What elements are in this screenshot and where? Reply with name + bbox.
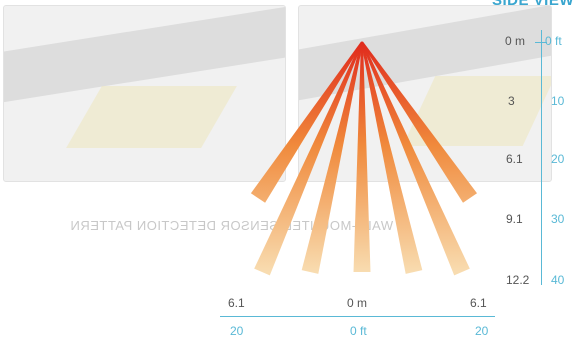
- h-label-m-center: 0 m: [347, 296, 368, 310]
- h-label-ft-center: 0 ft: [350, 324, 367, 338]
- side-view-title: SIDE VIEW: [491, 0, 574, 9]
- scale-tick: [535, 42, 547, 43]
- v-label-m-4: 12.2: [506, 273, 530, 287]
- v-label-ft-1: 10: [551, 94, 565, 108]
- v-label-ft-3: 30: [551, 212, 565, 226]
- v-label-m-3: 9.1: [506, 212, 523, 226]
- v-label-ft-4: 40: [551, 273, 565, 287]
- detection-beam-7: [361, 41, 477, 203]
- v-label-ft-2: 20: [551, 152, 565, 166]
- left-photo-panel: [3, 5, 286, 182]
- detection-beam-4: [353, 42, 371, 272]
- h-label-ft-right: 20: [475, 324, 489, 338]
- v-label-m-2: 6.1: [506, 152, 523, 166]
- h-label-ft-left: 20: [230, 324, 244, 338]
- v-label-m-0: 0 m: [505, 34, 526, 48]
- h-label-m-right: 6.1: [470, 296, 487, 310]
- detection-beam-1: [250, 41, 363, 203]
- detection-beam-6: [361, 41, 470, 276]
- horizontal-scale-line: [220, 316, 495, 317]
- detection-beam-3: [301, 41, 363, 274]
- h-label-m-left: 6.1: [228, 296, 245, 310]
- detection-beam-2: [254, 41, 363, 276]
- vertical-scale-line: [541, 30, 542, 285]
- v-label-m-1: 3: [508, 94, 515, 108]
- v-label-ft-0: 0 ft: [545, 34, 562, 48]
- detection-beam-5: [361, 41, 423, 274]
